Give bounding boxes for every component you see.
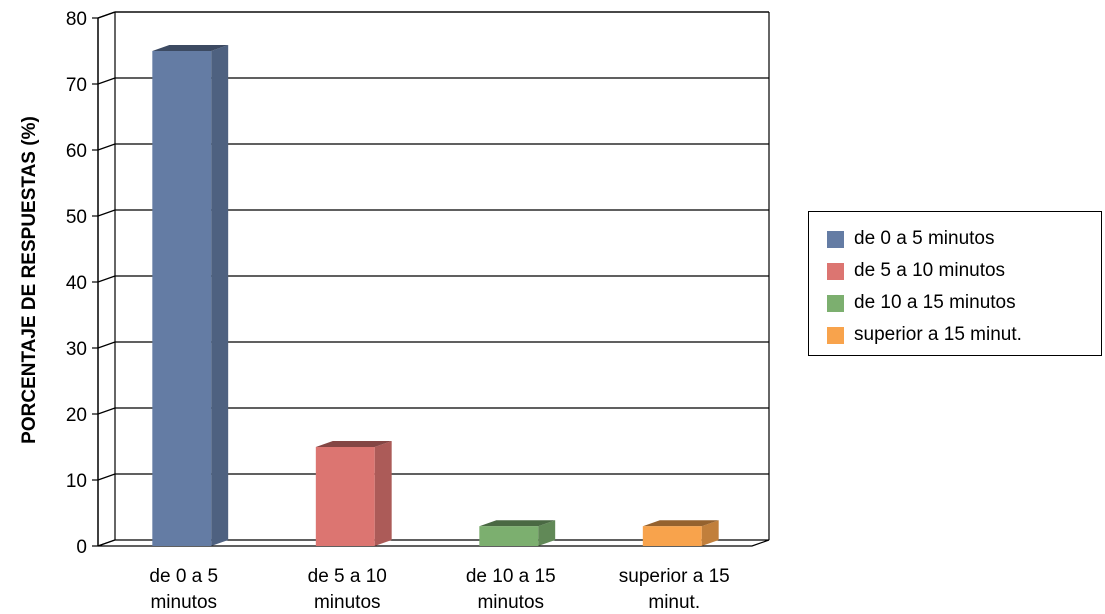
y-tick-label: 40 — [66, 273, 87, 294]
legend-item: de 0 a 5 minutos — [827, 226, 1101, 252]
bar-front — [315, 447, 375, 546]
y-tick-label: 60 — [66, 141, 87, 162]
legend: de 0 a 5 minutos de 5 a 10 minutos de 10… — [808, 211, 1102, 356]
x-tick-label: de 5 a 10 minutos — [308, 566, 387, 613]
y-tick-label: 0 — [76, 537, 87, 558]
y-tick-label: 70 — [66, 75, 87, 96]
gridline-depth — [97, 341, 116, 349]
gridline-depth — [97, 407, 116, 415]
bar-side — [701, 520, 719, 546]
y-tick-label: 20 — [66, 405, 87, 426]
legend-item: superior a 15 minut. — [827, 322, 1101, 348]
x-tick-label-line: superior a 15 — [619, 566, 730, 587]
gridline-depth — [97, 209, 116, 217]
x-tick-label-line: minutos — [477, 592, 544, 613]
gridline-depth — [97, 77, 116, 85]
gridline-depth — [97, 143, 116, 151]
bar-side — [538, 520, 556, 546]
x-tick-label: de 0 a 5 minutos — [149, 566, 218, 613]
bar-front — [479, 526, 539, 546]
x-tick-label-line: de 5 a 10 — [308, 566, 387, 587]
bar-front — [152, 51, 212, 546]
bars — [152, 45, 719, 546]
x-tick-label-line: de 10 a 15 — [466, 566, 556, 587]
legend-swatch — [827, 230, 844, 248]
x-tick-label: superior a 15 minut. — [619, 566, 730, 613]
y-tick-label: 50 — [66, 207, 87, 228]
bar — [642, 520, 719, 546]
y-tick-label: 10 — [66, 471, 87, 492]
axes — [92, 11, 770, 547]
legend-swatch — [827, 294, 844, 312]
legend-swatch — [827, 326, 844, 344]
legend-item: de 5 a 10 minutos — [827, 258, 1101, 284]
x-tick-label-line: minutos — [150, 592, 217, 613]
legend-label: de 0 a 5 minutos — [854, 228, 995, 249]
legend-swatch — [827, 262, 844, 280]
x-tick-label-line: de 0 a 5 — [149, 566, 218, 587]
bar — [152, 45, 229, 546]
x-tick-label: de 10 a 15 minutos — [466, 566, 556, 613]
y-tick-label: 80 — [66, 9, 87, 30]
bar-front — [642, 526, 702, 546]
bar-side — [374, 441, 392, 546]
y-axis-top-depth — [97, 11, 116, 19]
legend-label: de 5 a 10 minutos — [854, 260, 1006, 281]
legend-label: de 10 a 15 minutos — [854, 292, 1016, 313]
x-tick-label-line: minut. — [648, 592, 700, 613]
gridline-depth — [97, 275, 116, 283]
gridline-depth — [97, 473, 116, 481]
bar-top — [152, 45, 229, 51]
bar-top — [642, 520, 719, 527]
bar-side — [211, 45, 229, 546]
bar-top — [315, 441, 392, 447]
legend-item: de 10 a 15 minutos — [827, 290, 1101, 316]
y-tick-label: 30 — [66, 339, 87, 360]
bar — [479, 520, 556, 546]
legend-label: superior a 15 minut. — [854, 324, 1022, 345]
x-tick-label-line: minutos — [314, 592, 381, 613]
y-axis-label-text: PORCENTAJE DE RESPUESTAS (%) — [19, 116, 40, 444]
bar-top — [479, 520, 556, 527]
bar — [315, 441, 392, 546]
